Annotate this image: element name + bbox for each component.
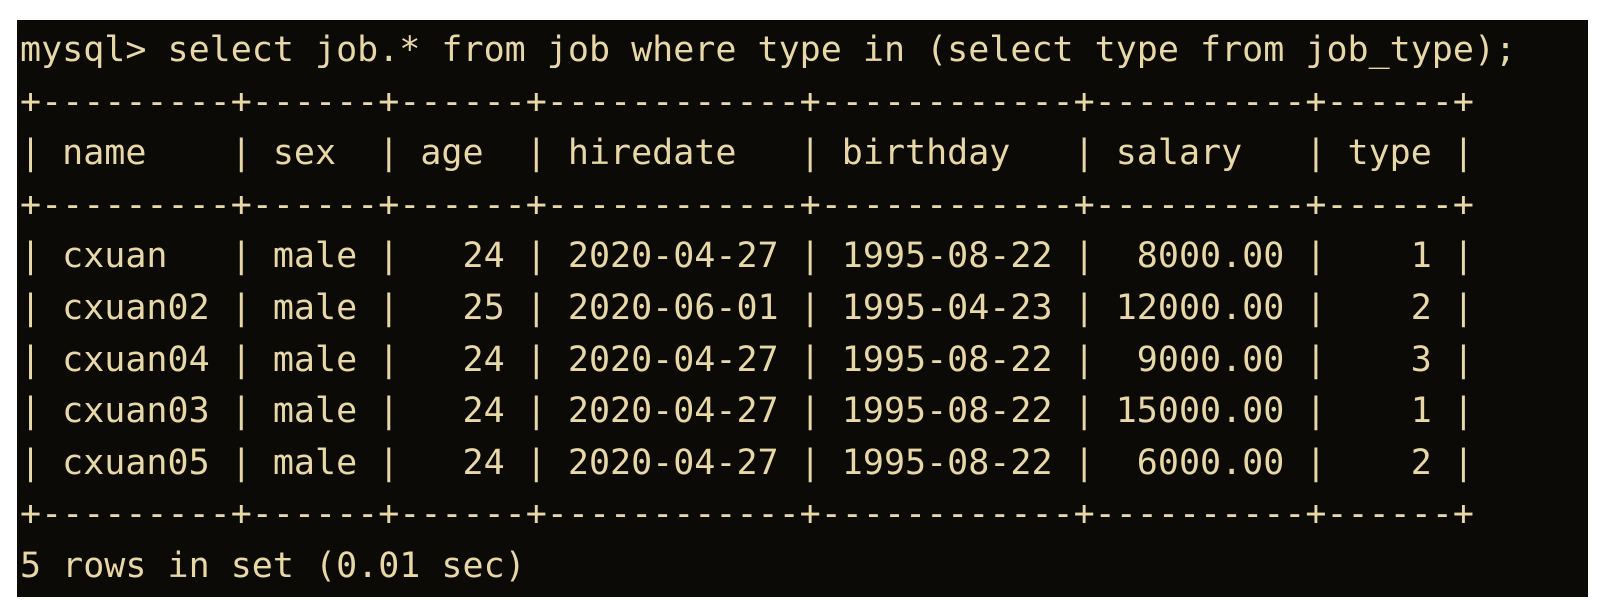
- status-line: 5 rows in set (0.01 sec): [20, 545, 526, 586]
- table-border-mid: +---------+------+------+------------+--…: [20, 184, 1474, 225]
- table-border-bottom: +---------+------+------+------------+--…: [20, 494, 1474, 535]
- table-row-1: | cxuan | male | 24 | 2020-04-27 | 1995-…: [20, 236, 1474, 277]
- table-border-top: +---------+------+------+------------+--…: [20, 81, 1474, 122]
- table-row-5: | cxuan05 | male | 24 | 2020-04-27 | 199…: [20, 442, 1474, 483]
- table-row-4: | cxuan03 | male | 24 | 2020-04-27 | 199…: [20, 391, 1474, 432]
- terminal-window: mysql> select job.* from job where type …: [17, 20, 1588, 597]
- query-line: mysql> select job.* from job where type …: [20, 30, 1517, 70]
- table-header-row: | name | sex | age | hiredate | birthday…: [20, 133, 1474, 174]
- table-row-2: | cxuan02 | male | 25 | 2020-06-01 | 199…: [20, 287, 1474, 328]
- table-row-3: | cxuan04 | male | 24 | 2020-04-27 | 199…: [20, 339, 1474, 380]
- terminal-screen[interactable]: mysql> select job.* from job where type …: [20, 25, 1588, 597]
